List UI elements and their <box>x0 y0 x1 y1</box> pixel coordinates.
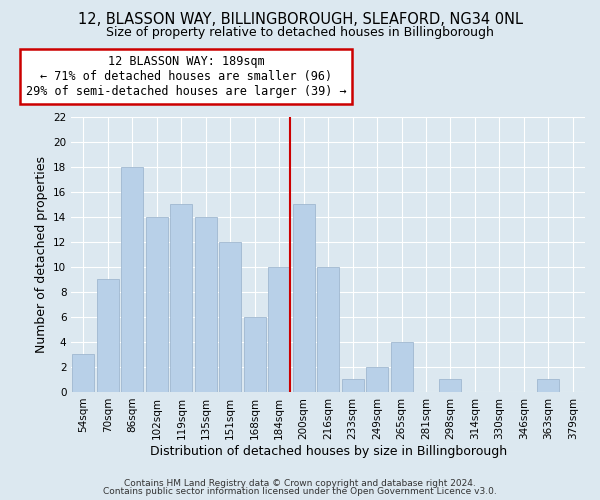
Bar <box>244 317 266 392</box>
Y-axis label: Number of detached properties: Number of detached properties <box>35 156 47 353</box>
Bar <box>121 167 143 392</box>
Text: Contains HM Land Registry data © Crown copyright and database right 2024.: Contains HM Land Registry data © Crown c… <box>124 478 476 488</box>
Bar <box>293 204 314 392</box>
Bar <box>146 217 168 392</box>
Bar <box>97 280 119 392</box>
X-axis label: Distribution of detached houses by size in Billingborough: Distribution of detached houses by size … <box>149 444 506 458</box>
Bar <box>537 380 559 392</box>
Bar <box>317 267 339 392</box>
Bar <box>268 267 290 392</box>
Bar <box>219 242 241 392</box>
Text: 12, BLASSON WAY, BILLINGBOROUGH, SLEAFORD, NG34 0NL: 12, BLASSON WAY, BILLINGBOROUGH, SLEAFOR… <box>77 12 523 28</box>
Bar <box>341 380 364 392</box>
Bar <box>170 204 193 392</box>
Bar <box>391 342 413 392</box>
Bar <box>366 367 388 392</box>
Text: Size of property relative to detached houses in Billingborough: Size of property relative to detached ho… <box>106 26 494 39</box>
Bar <box>73 354 94 392</box>
Bar <box>195 217 217 392</box>
Bar <box>439 380 461 392</box>
Text: 12 BLASSON WAY: 189sqm
← 71% of detached houses are smaller (96)
29% of semi-det: 12 BLASSON WAY: 189sqm ← 71% of detached… <box>26 55 347 98</box>
Text: Contains public sector information licensed under the Open Government Licence v3: Contains public sector information licen… <box>103 487 497 496</box>
